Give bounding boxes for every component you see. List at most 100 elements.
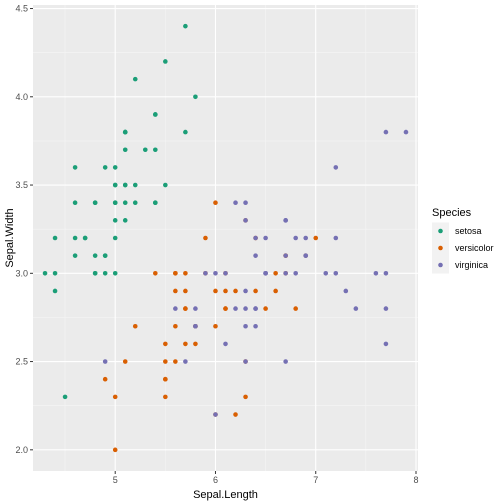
data-point-versicolor	[213, 200, 218, 205]
data-point-virginica	[373, 271, 379, 276]
data-point-setosa	[102, 253, 108, 258]
data-point-setosa	[102, 165, 108, 170]
data-point-virginica	[263, 271, 268, 276]
data-point-virginica	[243, 218, 248, 223]
data-point-virginica	[243, 323, 248, 329]
data-points	[42, 23, 409, 453]
data-point-virginica	[253, 306, 258, 311]
legend-items: setosa versicolor virginica	[432, 222, 494, 274]
data-point-setosa	[62, 394, 68, 400]
data-point-setosa	[92, 271, 98, 276]
data-point-versicolor	[253, 288, 258, 294]
data-point-setosa	[72, 165, 78, 170]
data-point-setosa	[183, 129, 188, 135]
data-point-setosa	[142, 147, 148, 153]
data-point-setosa	[122, 147, 128, 153]
legend-swatch-versicolor	[438, 245, 443, 251]
data-point-versicolor	[203, 235, 208, 241]
data-point-virginica	[283, 253, 288, 258]
data-point-versicolor	[132, 323, 138, 329]
data-point-versicolor	[173, 323, 178, 329]
data-point-versicolor	[183, 271, 188, 276]
data-point-setosa	[112, 165, 118, 170]
data-point-virginica	[293, 271, 298, 276]
data-point-virginica	[283, 271, 288, 276]
y-axis-ticks: 2.0 2.5 3.0 3.5 4.0 4.5	[15, 4, 33, 455]
legend-swatch-virginica	[438, 262, 443, 268]
data-point-setosa	[132, 76, 138, 82]
data-point-setosa	[122, 218, 128, 223]
y-tick-label: 2.0	[15, 445, 28, 455]
data-point-setosa	[122, 200, 128, 205]
data-point-versicolor	[193, 341, 198, 347]
data-point-virginica	[233, 200, 238, 205]
data-point-versicolor	[173, 359, 178, 364]
data-point-setosa	[122, 129, 128, 135]
data-point-virginica	[263, 235, 268, 241]
data-point-setosa	[92, 253, 98, 258]
data-point-virginica	[333, 165, 339, 170]
legend-swatch-setosa	[438, 228, 443, 234]
data-point-versicolor	[163, 394, 168, 400]
x-tick-label: 8	[413, 475, 418, 485]
data-point-virginica	[253, 235, 258, 241]
data-point-virginica	[203, 271, 208, 276]
data-point-setosa	[52, 271, 58, 276]
data-point-setosa	[72, 235, 78, 241]
data-point-virginica	[323, 271, 329, 276]
data-point-setosa	[112, 235, 118, 241]
data-point-virginica	[303, 253, 309, 258]
y-axis-title: Sepal.Width	[4, 208, 16, 267]
data-point-virginica	[223, 271, 228, 276]
data-point-virginica	[213, 412, 218, 417]
data-point-virginica	[383, 341, 389, 347]
y-tick-label: 2.5	[15, 357, 28, 367]
data-point-virginica	[333, 235, 339, 241]
data-point-versicolor	[243, 394, 248, 400]
data-point-setosa	[42, 271, 48, 276]
data-point-versicolor	[163, 376, 168, 382]
plot-panel	[33, 5, 418, 471]
data-point-versicolor	[293, 306, 298, 311]
data-point-versicolor	[163, 359, 168, 364]
data-point-setosa	[193, 94, 198, 100]
data-point-virginica	[243, 359, 248, 364]
data-point-setosa	[153, 147, 158, 153]
data-point-virginica	[353, 306, 359, 311]
data-point-versicolor	[273, 271, 278, 276]
x-tick-label: 6	[213, 475, 218, 485]
data-point-setosa	[132, 200, 138, 205]
legend-title: Species	[432, 207, 472, 219]
y-tick-label: 4.0	[15, 92, 28, 102]
data-point-virginica	[383, 306, 389, 311]
legend-label-versicolor: versicolor	[455, 243, 494, 253]
data-point-setosa	[102, 271, 108, 276]
x-axis-ticks: 5 6 7 8	[113, 471, 419, 485]
data-point-versicolor	[112, 447, 118, 453]
data-point-versicolor	[183, 306, 188, 311]
data-point-versicolor	[163, 341, 168, 347]
data-point-virginica	[193, 306, 198, 311]
data-point-virginica	[253, 253, 258, 258]
data-point-setosa	[153, 200, 158, 205]
data-point-setosa	[92, 200, 98, 205]
data-point-setosa	[112, 271, 118, 276]
data-point-virginica	[403, 129, 409, 135]
data-point-versicolor	[213, 288, 218, 294]
data-point-virginica	[243, 306, 248, 311]
data-point-virginica	[233, 306, 238, 311]
data-point-virginica	[193, 323, 198, 329]
data-point-setosa	[72, 200, 78, 205]
data-point-setosa	[82, 235, 88, 241]
x-axis-title: Sepal.Length	[193, 489, 258, 501]
data-point-setosa	[112, 218, 118, 223]
legend-label-setosa: setosa	[455, 226, 482, 236]
data-point-versicolor	[313, 235, 319, 241]
data-point-virginica	[303, 235, 309, 241]
data-point-virginica	[223, 341, 228, 347]
x-tick-label: 5	[113, 475, 118, 485]
data-point-setosa	[163, 59, 168, 64]
data-point-virginica	[383, 271, 389, 276]
data-point-versicolor	[173, 288, 178, 294]
data-point-setosa	[163, 182, 168, 188]
